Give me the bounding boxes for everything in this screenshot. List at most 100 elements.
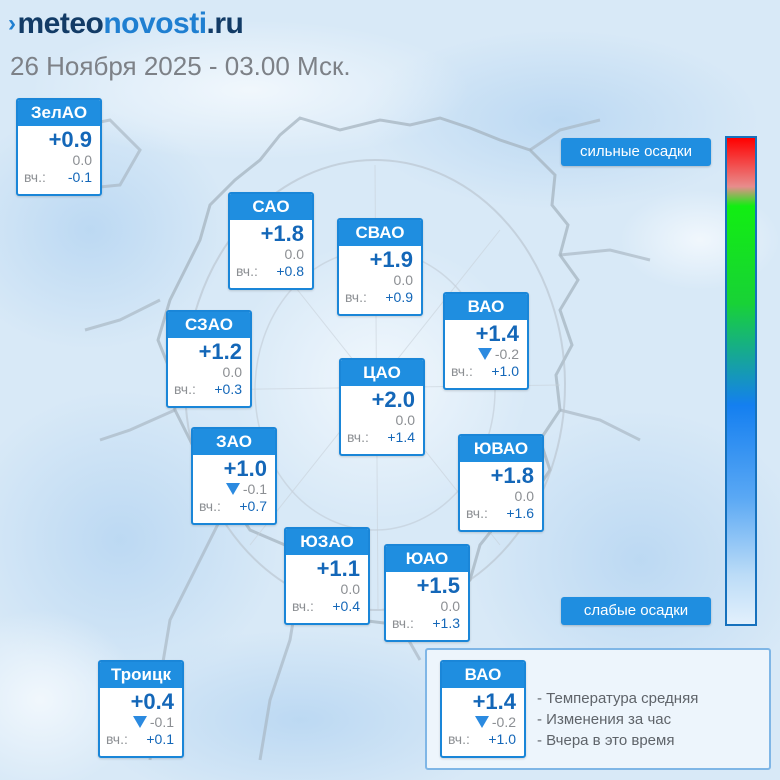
weak-precipitation-label: слабые осадки	[561, 597, 711, 625]
hourly-change: 0.0	[230, 246, 312, 262]
yesterday-value: +1.4	[387, 429, 415, 445]
district-name: СВАО	[339, 220, 421, 246]
district-name: ВАО	[445, 294, 527, 320]
yesterday-value: +0.3	[214, 381, 242, 397]
district-card-zelao[interactable]: ЗелАО +0.9 0.0 вч.: -0.1	[16, 98, 102, 196]
legend-descriptions: - Температура средняя - Изменения за час…	[537, 688, 698, 751]
yesterday-label: вч.:	[347, 429, 369, 445]
yesterday-value: +1.6	[506, 505, 534, 521]
hourly-change: 0.0	[168, 364, 250, 380]
yesterday-value: +0.7	[239, 498, 267, 514]
yesterday-label: вч.:	[106, 731, 128, 747]
hourly-change-value: 0.0	[340, 581, 360, 597]
yesterday-value: +1.0	[491, 363, 519, 379]
district-card-zao[interactable]: ЗАО +1.0 -0.1 вч.: +0.7	[191, 427, 277, 525]
hourly-change-value: -0.1	[242, 481, 267, 497]
yesterday-label: вч.:	[292, 598, 314, 614]
down-triangle-icon	[477, 348, 492, 360]
yesterday-value: +0.1	[146, 731, 174, 747]
yesterday-row: вч.: -0.1	[18, 168, 100, 186]
hourly-change-value: 0.0	[284, 246, 304, 262]
site-logo[interactable]: ›meteonovosti.ru	[8, 6, 244, 42]
hourly-change: -0.2	[445, 346, 527, 362]
district-temperature: +0.4	[130, 689, 174, 714]
logo-text-meteo: meteo	[17, 7, 104, 40]
hourly-change-value: 0.0	[72, 152, 92, 168]
yesterday-label: вч.:	[199, 498, 221, 514]
hourly-change: 0.0	[341, 412, 423, 428]
down-triangle-icon	[474, 716, 489, 728]
hourly-change: -0.2	[442, 714, 524, 730]
district-card-troitsk[interactable]: Троицк +0.4 -0.1 вч.: +0.1	[98, 660, 184, 758]
strong-precipitation-label: сильные осадки	[561, 138, 711, 166]
legend-line-hourly-change: - Изменения за час	[537, 711, 672, 728]
yesterday-row: вч.: +0.4	[286, 597, 368, 615]
district-temperature: +1.8	[260, 221, 304, 246]
yesterday-value: +0.9	[385, 289, 413, 305]
district-temperature: +0.9	[48, 127, 92, 152]
yesterday-row: вч.: +0.8	[230, 262, 312, 280]
hourly-change: 0.0	[286, 581, 368, 597]
district-temperature: +1.2	[198, 339, 242, 364]
hourly-change-value: -0.2	[494, 346, 519, 362]
yesterday-value: +1.0	[488, 731, 516, 747]
yesterday-row: вч.: +0.3	[168, 380, 250, 398]
down-triangle-icon	[132, 716, 147, 728]
logo-chevron-icon: ›	[8, 10, 16, 37]
district-name: ВАО	[442, 662, 524, 688]
yesterday-value: -0.1	[67, 169, 92, 185]
hourly-change-value: 0.0	[514, 488, 534, 504]
hourly-change: 0.0	[460, 488, 542, 504]
district-name: ЮАО	[386, 546, 468, 572]
yesterday-row: вч.: +0.7	[193, 497, 275, 515]
yesterday-row: вч.: +0.1	[100, 730, 182, 748]
district-name: СЗАО	[168, 312, 250, 338]
district-card-szao[interactable]: СЗАО +1.2 0.0 вч.: +0.3	[166, 310, 252, 408]
precipitation-scale-bar	[725, 136, 757, 626]
yesterday-label: вч.:	[236, 263, 258, 279]
district-card-svao[interactable]: СВАО +1.9 0.0 вч.: +0.9	[337, 218, 423, 316]
district-card-vao[interactable]: ВАО +1.4 -0.2 вч.: +1.0	[443, 292, 529, 390]
district-temperature: +1.4	[472, 689, 516, 714]
yesterday-label: вч.:	[448, 731, 470, 747]
yesterday-row: вч.: +0.9	[339, 288, 421, 306]
hourly-change-value: 0.0	[395, 412, 415, 428]
legend-panel: ВАО +1.4 -0.2 вч.: +1.0 - Температура сре…	[425, 648, 771, 770]
district-name: САО	[230, 194, 312, 220]
yesterday-value: +0.4	[332, 598, 360, 614]
hourly-change-value: 0.0	[393, 272, 413, 288]
yesterday-label: вч.:	[174, 381, 196, 397]
legend-line-average-temp: - Температура средняя	[537, 690, 699, 707]
logo-text-novosti: novosti	[103, 7, 207, 40]
district-temperature: +1.8	[490, 463, 534, 488]
district-name: ЮЗАО	[286, 529, 368, 555]
district-name: ЦАО	[341, 360, 423, 386]
district-card-cao[interactable]: ЦАО +2.0 0.0 вч.: +1.4	[339, 358, 425, 456]
district-card-yuao[interactable]: ЮАО +1.5 0.0 вч.: +1.3	[384, 544, 470, 642]
district-name: ЗелАО	[18, 100, 100, 126]
hourly-change: 0.0	[339, 272, 421, 288]
yesterday-label: вч.:	[24, 169, 46, 185]
district-temperature: +2.0	[371, 387, 415, 412]
district-card-yuzao[interactable]: ЮЗАО +1.1 0.0 вч.: +0.4	[284, 527, 370, 625]
hourly-change-value: 0.0	[440, 598, 460, 614]
district-card-sao[interactable]: САО +1.8 0.0 вч.: +0.8	[228, 192, 314, 290]
district-temperature: +1.0	[223, 456, 267, 481]
district-name: ЮВАО	[460, 436, 542, 462]
down-triangle-icon	[225, 483, 240, 495]
district-temperature: +1.4	[475, 321, 519, 346]
district-name: ЗАО	[193, 429, 275, 455]
district-temperature: +1.5	[416, 573, 460, 598]
yesterday-value: +1.3	[432, 615, 460, 631]
district-card-yuvao[interactable]: ЮВАО +1.8 0.0 вч.: +1.6	[458, 434, 544, 532]
yesterday-label: вч.:	[392, 615, 414, 631]
logo-text-domain: .ru	[206, 7, 244, 40]
yesterday-row: вч.: +1.3	[386, 614, 468, 632]
yesterday-row: вч.: +1.0	[442, 730, 524, 748]
yesterday-row: вч.: +1.6	[460, 504, 542, 522]
yesterday-label: вч.:	[451, 363, 473, 379]
hourly-change: -0.1	[100, 714, 182, 730]
hourly-change: 0.0	[18, 152, 100, 168]
forecast-datetime: 26 Ноября 2025 - 03.00 Мск.	[10, 51, 351, 81]
yesterday-row: вч.: +1.0	[445, 362, 527, 380]
